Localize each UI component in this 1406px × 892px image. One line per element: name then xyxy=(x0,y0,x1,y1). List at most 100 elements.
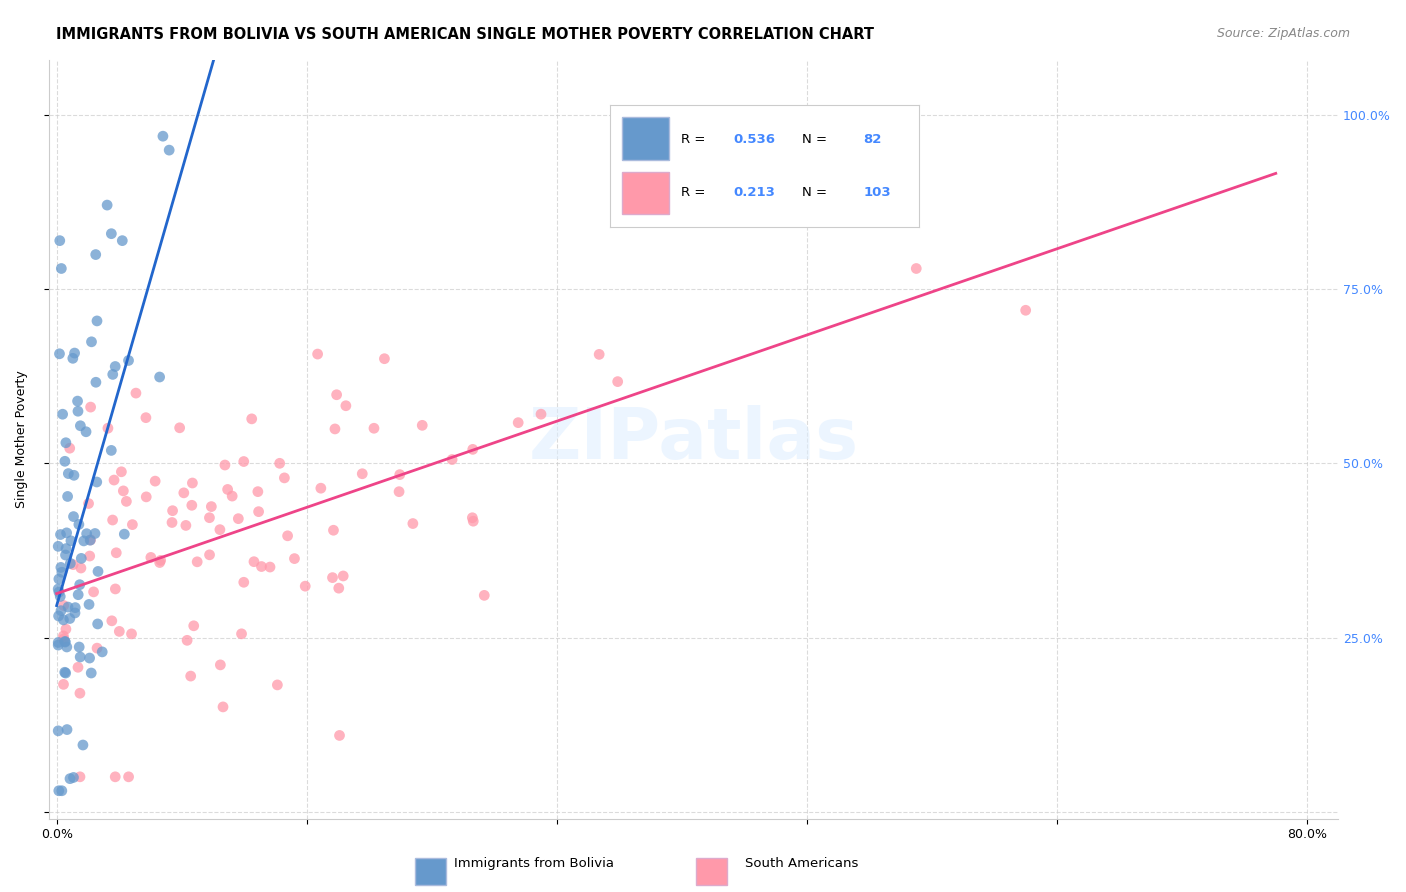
Point xyxy=(110,465,132,479)
Point xyxy=(53,454,76,468)
Point xyxy=(66,660,89,674)
Text: ZIPatlas: ZIPatlas xyxy=(529,405,859,474)
Point xyxy=(77,497,100,511)
Point xyxy=(149,370,172,384)
Point xyxy=(52,629,75,643)
Point xyxy=(117,770,139,784)
Point xyxy=(232,575,254,590)
Point xyxy=(104,359,127,374)
Point xyxy=(52,677,75,691)
Point xyxy=(323,422,346,436)
Point xyxy=(87,565,110,579)
Point xyxy=(53,634,76,648)
Point xyxy=(76,526,98,541)
Point xyxy=(530,407,553,421)
Point xyxy=(125,386,148,401)
Point xyxy=(96,198,118,212)
Point xyxy=(62,558,84,572)
Point xyxy=(48,783,70,797)
Point xyxy=(149,556,172,570)
Point xyxy=(58,467,80,481)
Point xyxy=(46,582,69,596)
Point xyxy=(200,500,222,514)
Point xyxy=(62,771,84,785)
Point xyxy=(169,421,191,435)
Point xyxy=(208,523,231,537)
Point xyxy=(65,600,87,615)
Point xyxy=(104,582,127,596)
Point xyxy=(51,783,73,797)
Point xyxy=(79,533,101,548)
Point xyxy=(84,247,107,261)
Point xyxy=(55,622,77,636)
Point xyxy=(100,227,122,241)
Point xyxy=(186,555,208,569)
Point xyxy=(53,665,76,680)
Point xyxy=(1014,303,1036,318)
Point xyxy=(325,388,347,402)
Point xyxy=(49,234,72,248)
Point xyxy=(461,442,484,457)
Point xyxy=(56,600,79,615)
Point xyxy=(69,686,91,700)
Point xyxy=(79,549,101,563)
Text: IMMIGRANTS FROM BOLIVIA VS SOUTH AMERICAN SINGLE MOTHER POVERTY CORRELATION CHAR: IMMIGRANTS FROM BOLIVIA VS SOUTH AMERICA… xyxy=(56,27,875,42)
Bar xyxy=(415,858,446,885)
Point xyxy=(56,490,79,504)
Point xyxy=(273,471,295,485)
Point xyxy=(388,484,411,499)
Point xyxy=(59,441,82,455)
Point xyxy=(86,314,108,328)
Point xyxy=(269,456,291,470)
Point xyxy=(104,770,127,784)
Point xyxy=(388,467,411,482)
Point xyxy=(121,517,143,532)
Text: South Americans: South Americans xyxy=(745,856,858,870)
Point xyxy=(183,619,205,633)
Point xyxy=(328,581,350,595)
Point xyxy=(56,640,79,654)
Point xyxy=(69,418,91,433)
Point xyxy=(55,666,77,681)
Point xyxy=(52,632,75,646)
Point xyxy=(63,346,86,360)
Point xyxy=(103,473,125,487)
Point xyxy=(101,614,124,628)
Point xyxy=(70,561,93,575)
Point xyxy=(214,458,236,472)
Point xyxy=(69,577,91,591)
Point xyxy=(79,533,101,547)
Point xyxy=(46,635,69,649)
Point xyxy=(143,474,166,488)
Point xyxy=(49,590,72,604)
Point xyxy=(97,421,120,435)
Point xyxy=(66,404,89,418)
Point xyxy=(283,551,305,566)
Point xyxy=(228,511,250,525)
Point xyxy=(56,723,79,737)
Point xyxy=(72,738,94,752)
Point xyxy=(332,569,354,583)
Point xyxy=(176,633,198,648)
Point xyxy=(66,394,89,409)
Point xyxy=(67,588,90,602)
Point xyxy=(48,572,70,586)
Point xyxy=(135,410,157,425)
Point xyxy=(86,475,108,489)
Point xyxy=(328,728,350,742)
Point xyxy=(588,347,610,361)
Point xyxy=(46,638,69,652)
Point xyxy=(100,443,122,458)
Point xyxy=(84,376,107,390)
Point xyxy=(181,475,204,490)
Point xyxy=(80,665,103,680)
Point xyxy=(246,484,269,499)
Point xyxy=(231,627,253,641)
Point xyxy=(55,525,77,540)
Point xyxy=(173,486,195,500)
Point xyxy=(373,351,395,366)
Point xyxy=(112,483,135,498)
Point xyxy=(70,551,93,566)
Point xyxy=(69,650,91,665)
Point xyxy=(232,454,254,468)
